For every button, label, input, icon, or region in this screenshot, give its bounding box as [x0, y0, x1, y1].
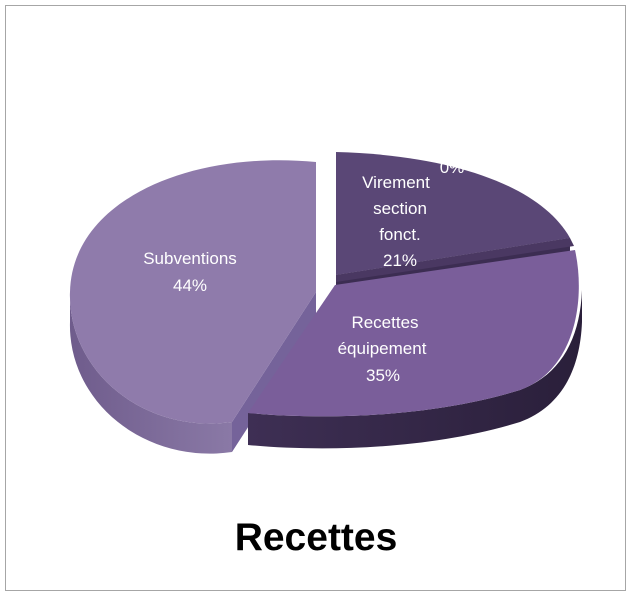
label-virement: Virement section fonct. 21%	[362, 173, 430, 270]
chart-title: Recettes	[234, 516, 398, 559]
slice-recettes-equipement	[248, 250, 579, 417]
slice-virement-section-fonct	[336, 152, 570, 275]
label-recettes-percent: 35%	[366, 366, 400, 385]
label-recettes-line-1: Recettes	[351, 313, 418, 332]
slice-side-subventions	[69, 292, 232, 454]
label-zero: 0%	[440, 158, 465, 177]
label-zero-percent: 0%	[440, 158, 465, 177]
slice-zero	[336, 238, 574, 282]
label-recettes: Recettes équipement 35%	[338, 313, 427, 385]
label-subventions-line-1: Subventions	[143, 249, 237, 268]
label-virement-line-2: section	[373, 199, 427, 218]
label-virement-line-1: Virement	[362, 173, 430, 192]
label-subventions: Subventions 44%	[143, 249, 237, 295]
label-recettes-line-2: équipement	[338, 339, 427, 358]
label-virement-percent: 21%	[383, 251, 417, 270]
label-virement-line-3: fonct.	[379, 225, 421, 244]
label-subventions-percent: 44%	[173, 276, 207, 295]
slice-side-recettes-equipement	[248, 290, 582, 449]
slice-subventions	[69, 160, 316, 424]
